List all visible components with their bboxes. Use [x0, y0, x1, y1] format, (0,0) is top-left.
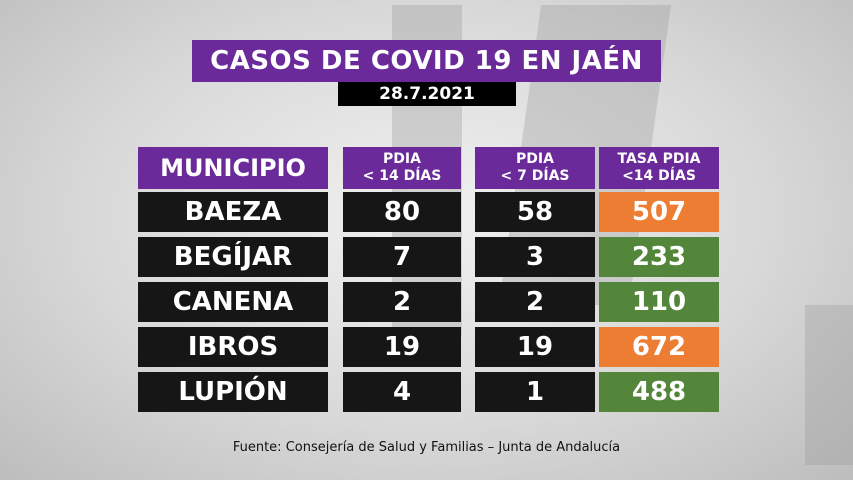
header-tasa: TASA PDIA <14 DÍAS [599, 147, 719, 189]
header-line: <14 DÍAS [622, 168, 696, 184]
header-line: TASA PDIA [617, 151, 701, 167]
header-line: < 7 DÍAS [500, 168, 570, 184]
municipio-cell: BAEZA [138, 192, 328, 232]
tasa-cell: 507 [599, 192, 719, 232]
pdia14-cell: 4 [343, 372, 461, 412]
tasa-cell: 110 [599, 282, 719, 322]
municipio-cell: IBROS [138, 327, 328, 367]
municipio-cell: BEGÍJAR [138, 237, 328, 277]
tasa-cell: 672 [599, 327, 719, 367]
pdia7-cell: 2 [475, 282, 595, 322]
background-shape [805, 305, 853, 465]
pdia14-cell: 2 [343, 282, 461, 322]
tasa-cell: 233 [599, 237, 719, 277]
page-title: CASOS DE COVID 19 EN JAÉN [192, 40, 661, 82]
municipio-cell: CANENA [138, 282, 328, 322]
tasa-cell: 488 [599, 372, 719, 412]
pdia7-cell: 3 [475, 237, 595, 277]
pdia7-cell: 1 [475, 372, 595, 412]
pdia14-cell: 19 [343, 327, 461, 367]
header-line: PDIA [383, 151, 421, 167]
header-line: PDIA [516, 151, 554, 167]
header-pdia-7: PDIA < 7 DÍAS [475, 147, 595, 189]
pdia14-cell: 80 [343, 192, 461, 232]
municipio-cell: LUPIÓN [138, 372, 328, 412]
pdia7-cell: 19 [475, 327, 595, 367]
pdia14-cell: 7 [343, 237, 461, 277]
header-municipio: MUNICIPIO [138, 147, 328, 189]
date-label: 28.7.2021 [338, 82, 516, 106]
source-note: Fuente: Consejería de Salud y Familias –… [232, 440, 621, 455]
header-pdia-14: PDIA < 14 DÍAS [343, 147, 461, 189]
header-line: < 14 DÍAS [362, 168, 442, 184]
pdia7-cell: 58 [475, 192, 595, 232]
